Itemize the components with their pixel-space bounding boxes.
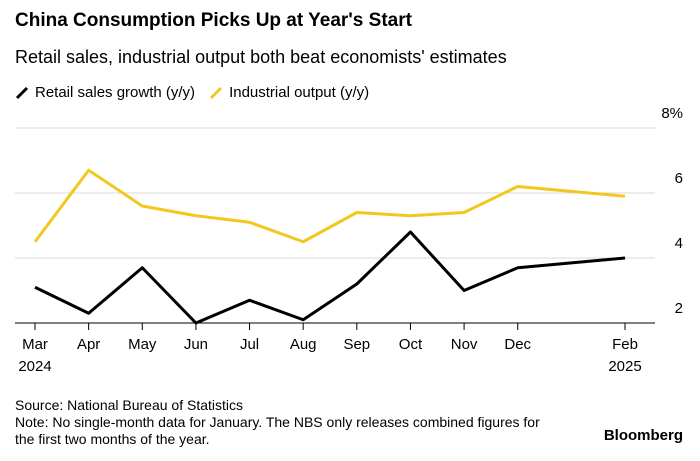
x-tick-label: Jul xyxy=(239,336,260,353)
y-tick-label: 4 xyxy=(675,235,683,252)
y-tick-label: 8% xyxy=(661,105,683,122)
legend-swatch xyxy=(15,86,29,99)
notes: Source: National Bureau of Statistics No… xyxy=(15,397,555,448)
brand: Bloomberg xyxy=(603,427,683,444)
x-tick-label: Apr xyxy=(76,336,101,353)
legend-label: Industrial output (y/y) xyxy=(229,84,370,101)
legend-label: Retail sales growth (y/y) xyxy=(35,84,196,101)
x-tick-label: Mar 2024 xyxy=(18,336,52,375)
chart-subtitle: Retail sales, industrial output both bea… xyxy=(15,47,507,67)
y-tick-label: 2 xyxy=(675,300,683,317)
legend-item: Retail sales growth (y/y) xyxy=(15,84,195,101)
x-tick-label: Dec xyxy=(504,336,532,353)
y-tick-label: 6 xyxy=(675,170,683,187)
x-tick-label: Feb 2025 xyxy=(608,336,642,375)
x-tick-label: Oct xyxy=(398,336,423,353)
x-tick-label: Aug xyxy=(289,336,317,353)
chart-title: China Consumption Picks Up at Year's Sta… xyxy=(15,10,412,31)
legend-item: Industrial output (y/y) xyxy=(209,84,369,101)
line-series xyxy=(34,230,626,325)
x-tick-label: May xyxy=(128,336,157,353)
x-tick-label: Sep xyxy=(343,336,371,353)
x-tick-label: Jun xyxy=(183,336,208,353)
line-series xyxy=(33,168,626,244)
source: Source: National Bureau of Statistics xyxy=(15,397,244,413)
legend: Retail sales growth (y/y) Industrial outp… xyxy=(15,84,369,101)
note: Note: No single-month data for January. … xyxy=(15,414,540,447)
legend-swatch xyxy=(210,86,223,99)
x-tick-label: Nov xyxy=(450,336,478,353)
